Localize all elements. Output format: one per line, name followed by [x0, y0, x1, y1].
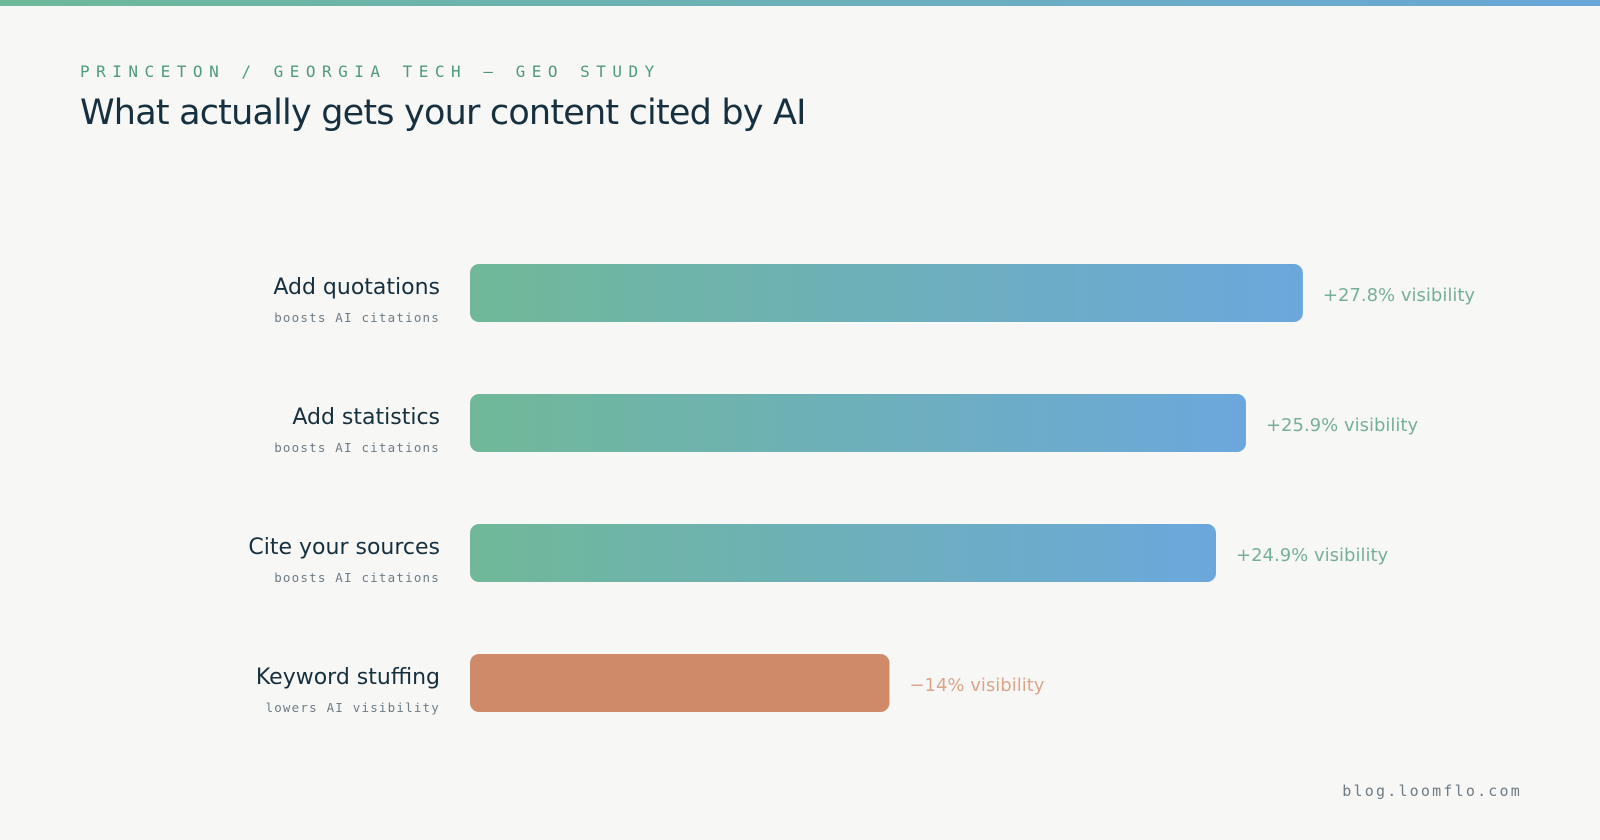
category-sublabel-keyword-stuffing: lowers AI visibility — [265, 700, 440, 715]
bar-keyword-stuffing — [470, 654, 890, 712]
bar-cite-your-sources — [470, 524, 1217, 582]
category-sublabel-add-quotations: boosts AI citations — [274, 310, 440, 325]
value-label-cite-your-sources: +24.9% visibility — [1236, 545, 1389, 566]
value-label-keyword-stuffing: −14% visibility — [909, 675, 1044, 696]
page-title: What actually gets your content cited by… — [80, 93, 807, 133]
top-accent-bar — [0, 0, 1600, 6]
value-label-add-quotations: +27.8% visibility — [1323, 285, 1476, 306]
category-sublabel-add-statistics: boosts AI citations — [274, 440, 440, 455]
bar-add-statistics — [470, 394, 1246, 452]
category-sublabel-cite-your-sources: boosts AI citations — [274, 570, 440, 585]
eyebrow-label: PRINCETON / GEORGIA TECH — GEO STUDY — [80, 62, 661, 81]
site-url: blog.loomflo.com — [1342, 782, 1522, 800]
category-label-add-statistics: Add statistics — [292, 405, 440, 430]
bar-add-quotations — [470, 264, 1303, 322]
category-label-add-quotations: Add quotations — [273, 275, 440, 300]
category-label-keyword-stuffing: Keyword stuffing — [256, 665, 440, 690]
category-label-cite-your-sources: Cite your sources — [248, 535, 440, 560]
value-label-add-statistics: +25.9% visibility — [1266, 415, 1419, 436]
